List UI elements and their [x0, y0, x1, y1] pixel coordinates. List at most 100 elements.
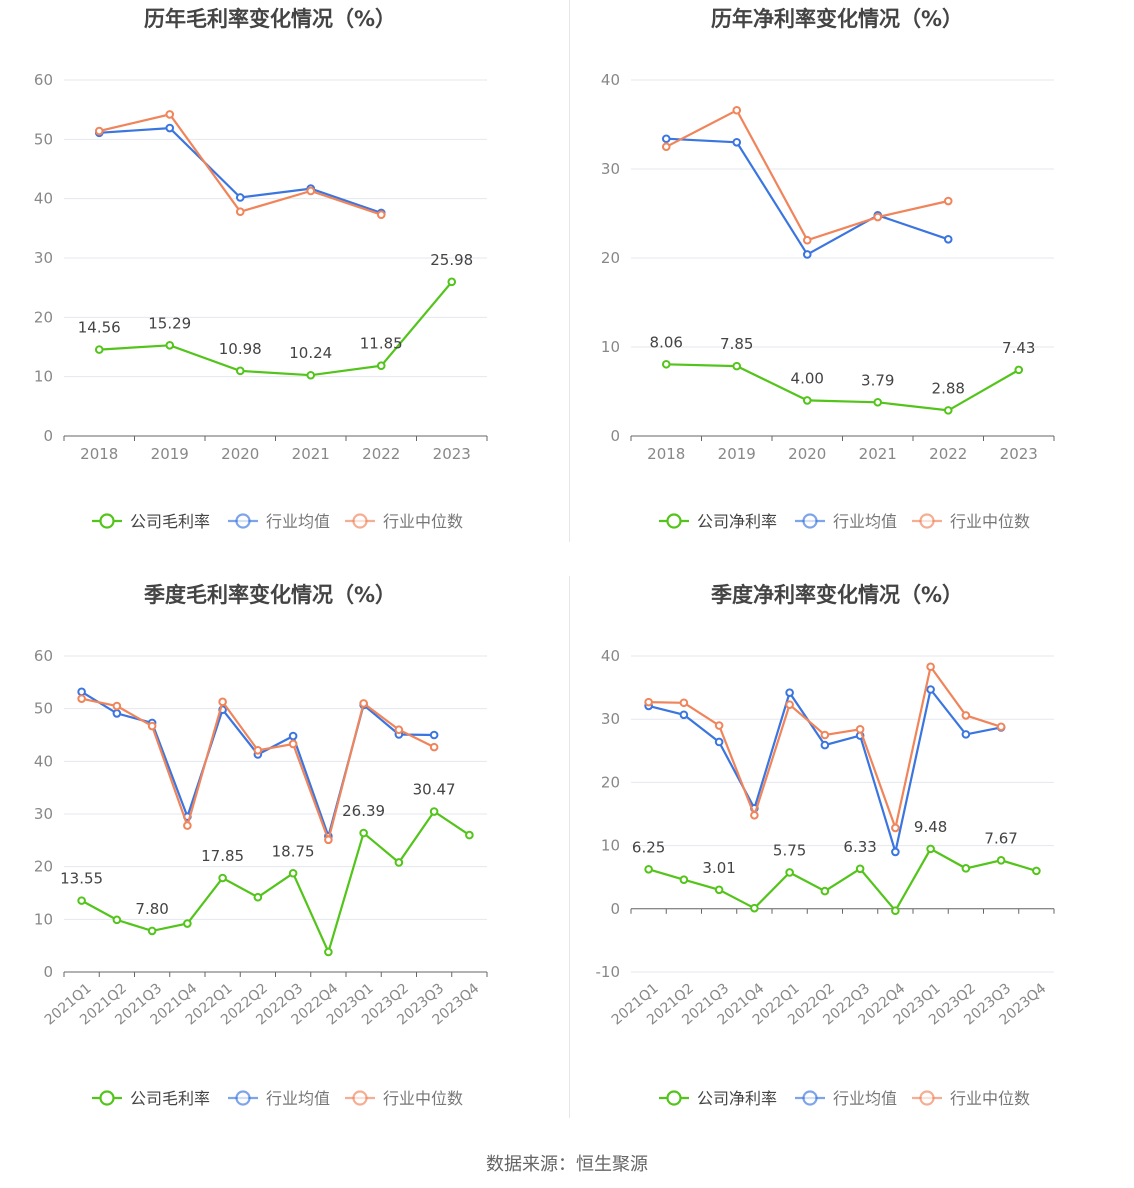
data-label: 14.56	[78, 319, 121, 337]
data-label: 5.75	[773, 841, 806, 859]
data-label: 3.01	[702, 859, 735, 877]
y-tick-label: 0	[610, 900, 620, 918]
data-point-median	[165, 110, 175, 119]
x-tick-label: 2022	[929, 445, 967, 463]
x-tick-label: 2021	[859, 445, 897, 463]
data-point-company	[873, 397, 883, 407]
x-tick-label: 2022	[362, 445, 400, 463]
data-point-avg	[785, 688, 794, 697]
data-point-median	[961, 711, 971, 720]
y-tick-label: 10	[601, 338, 620, 356]
series-line-median	[665, 108, 949, 242]
data-label: 15.29	[148, 314, 191, 332]
y-tick-label: 60	[34, 71, 53, 89]
data-label: 3.79	[861, 371, 894, 389]
data-point-median	[183, 821, 192, 830]
y-tick-label: 50	[34, 130, 53, 148]
data-point-company	[943, 406, 953, 415]
data-label: 26.39	[342, 802, 385, 820]
chart-panel-annual-net: 历年净利率变化情况（%） 0 10 20 30 40 2018 2019 2020 2021 202…	[567, 0, 1134, 576]
legend-marker	[235, 513, 251, 529]
legend-marker	[235, 1090, 251, 1106]
data-point-avg	[429, 730, 439, 740]
y-tick-label: 10	[34, 368, 53, 386]
data-point-company	[820, 886, 830, 896]
data-point-median	[94, 126, 104, 136]
data-point-median	[943, 196, 953, 206]
data-point-company	[183, 919, 192, 928]
data-point-company	[714, 885, 724, 895]
y-tick-label: 30	[34, 249, 53, 267]
data-point-company	[785, 868, 794, 877]
legend-item-company: 公司毛利率	[92, 512, 210, 531]
data-point-avg	[77, 687, 86, 697]
data-point-median	[802, 235, 812, 245]
legend-marker	[919, 1090, 935, 1106]
chart-svg-quarterly-net: 季度净利率变化情况（%）-100102030402021Q12021Q22021…	[596, 583, 1055, 1108]
data-label: 6.25	[632, 838, 665, 856]
y-tick-label: 10	[601, 837, 620, 855]
y-tick-label: 30	[34, 805, 53, 823]
data-label: 4.00	[791, 369, 824, 387]
legend-marker	[919, 513, 935, 529]
data-point-company	[644, 865, 653, 874]
y-tick-label: 40	[34, 190, 53, 208]
legend-item-avg: 行业均值	[228, 512, 330, 531]
data-point-company	[961, 864, 971, 873]
data-point-company	[661, 359, 671, 369]
x-tick-label: 2019	[151, 445, 189, 463]
legend-item-median: 行业中位数	[345, 512, 463, 531]
data-label: 9.48	[914, 818, 947, 836]
y-tick-label: 0	[43, 963, 53, 981]
y-tick-label: 20	[34, 858, 53, 876]
data-point-avg	[961, 730, 971, 739]
data-label: 11.85	[360, 335, 403, 353]
data-point-median	[873, 212, 883, 222]
data-point-median	[288, 739, 298, 749]
legend-marker	[352, 513, 368, 529]
data-point-company	[679, 875, 689, 885]
y-tick-label: 10	[34, 910, 53, 928]
data-point-company	[376, 361, 386, 370]
data-label: 17.85	[201, 847, 244, 865]
data-point-company	[732, 361, 742, 371]
data-point-avg	[891, 847, 900, 857]
y-tick-label: 30	[601, 160, 620, 178]
data-label: 2.88	[932, 379, 965, 397]
data-point-company	[465, 830, 474, 840]
data-label: 30.47	[413, 781, 456, 799]
data-point-median	[112, 701, 122, 711]
panel-divider-top	[569, 0, 570, 542]
y-tick-label: 30	[601, 710, 620, 728]
data-point-median	[891, 823, 900, 833]
data-point-median	[235, 207, 245, 217]
legend-item-company: 公司净利率	[659, 512, 777, 531]
data-point-avg	[802, 250, 812, 259]
data-label: 7.80	[135, 900, 168, 918]
data-point-median	[394, 725, 404, 735]
chart-panel-quarterly-net: 季度净利率变化情况（%） -10 0 10 20 30 40 2021Q1 2021Q2 2021…	[567, 576, 1134, 1152]
legend-marker	[666, 513, 682, 529]
legend-item-median: 行业中位数	[912, 512, 1030, 531]
y-tick-label: -10	[596, 963, 621, 981]
data-point-avg	[732, 138, 742, 147]
data-point-median	[644, 697, 653, 707]
data-point-company	[306, 370, 316, 380]
chart-svg-quarterly-gross: 季度毛利率变化情况（%）01020304050602021Q12021Q2202…	[34, 583, 488, 1108]
data-point-median	[855, 725, 865, 734]
data-label: 10.98	[219, 340, 262, 358]
data-point-median	[77, 694, 86, 703]
x-tick-label: 2023	[1000, 445, 1038, 463]
legend-marker	[99, 513, 115, 529]
x-tick-label: 2018	[647, 445, 685, 463]
data-label: 18.75	[272, 842, 315, 860]
chart-svg-annual-gross: 历年毛利率变化情况（%） 0 10 20 30 40 50 60 2018 2019 2020 202…	[34, 7, 488, 531]
data-point-company	[324, 947, 333, 957]
data-point-avg	[112, 709, 122, 718]
x-tick-label: 2020	[788, 445, 826, 463]
y-tick-label: 50	[34, 700, 53, 718]
legend-item-avg: 行业均值	[228, 1089, 330, 1108]
series-line-company	[648, 847, 1037, 913]
data-point-avg	[820, 740, 830, 750]
data-source-note: 数据来源：恒生聚源	[486, 1154, 648, 1175]
